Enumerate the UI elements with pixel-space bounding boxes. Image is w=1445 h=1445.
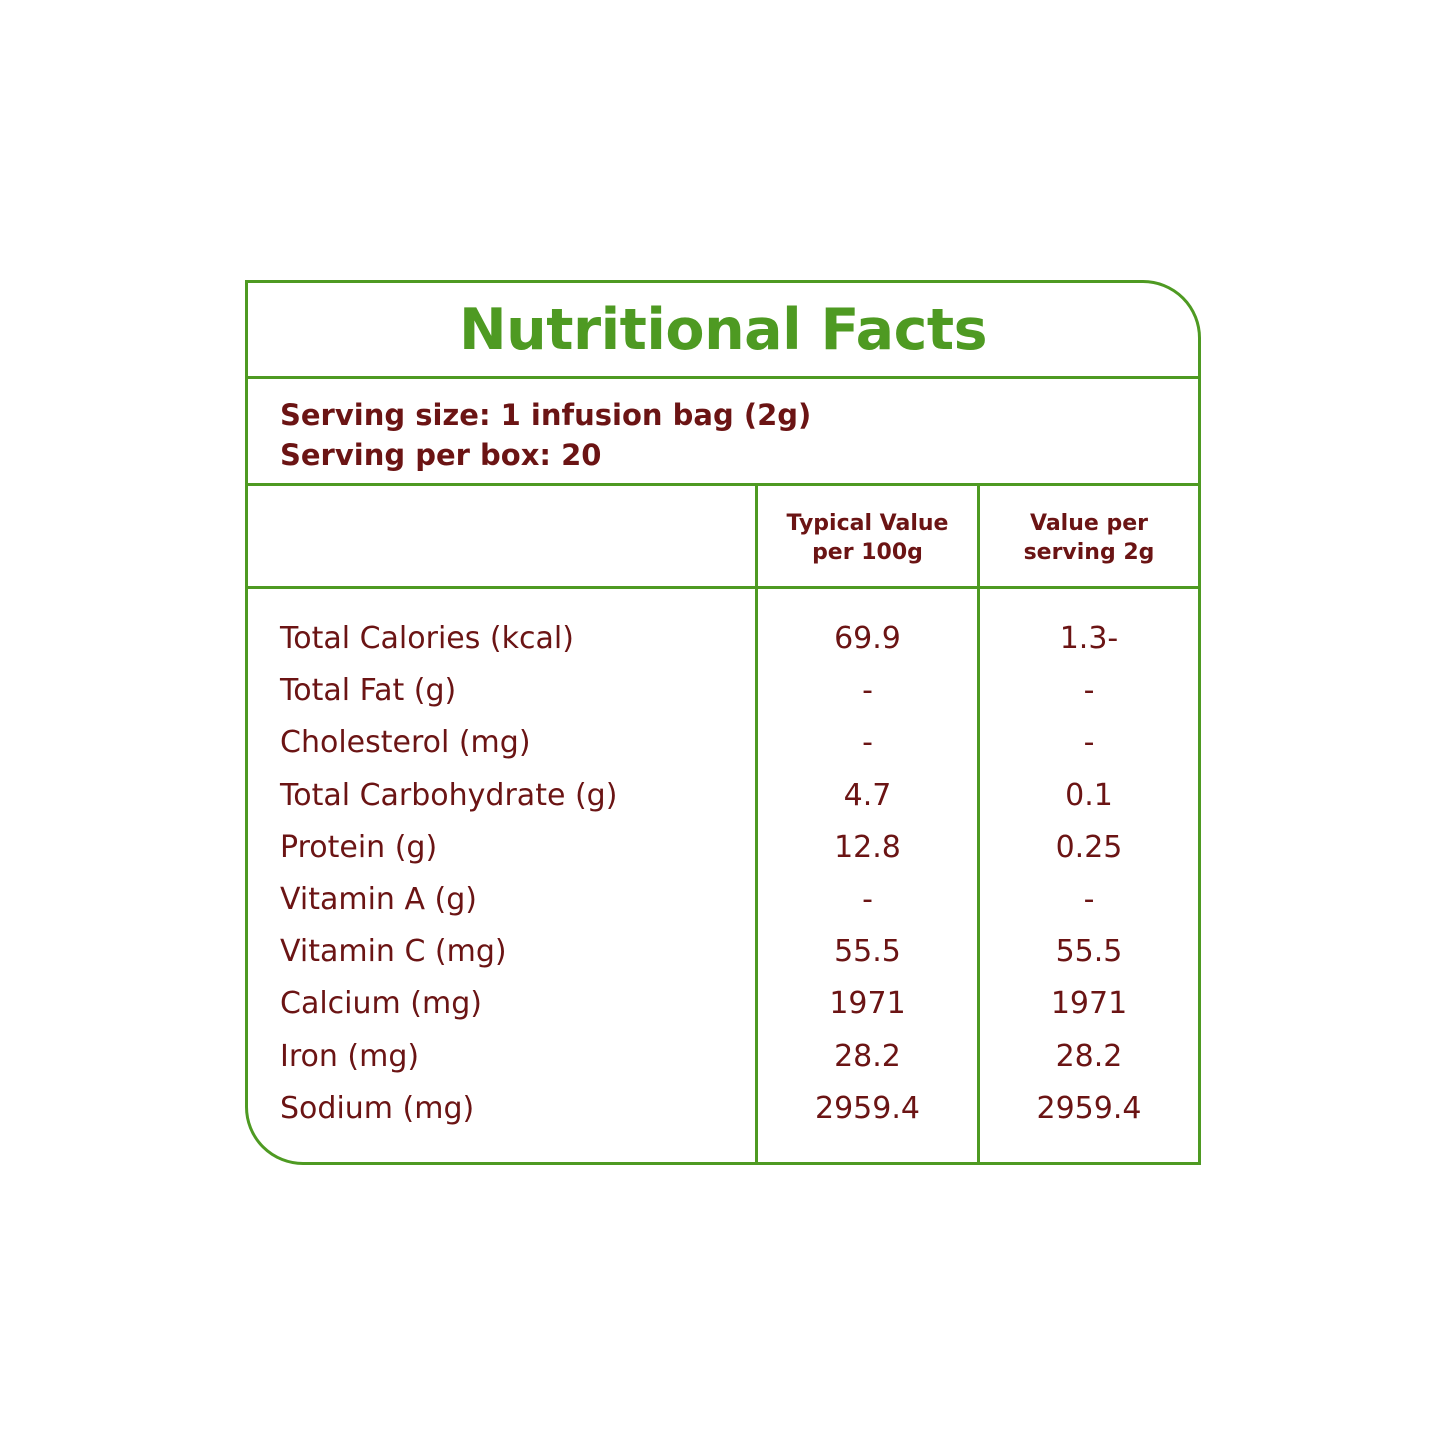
serving-per-box: Serving per box: 20 [280,438,602,472]
value-per-serving: 2959.4 [1036,1090,1142,1126]
nutrient-label: Calcium (mg) [280,986,482,1022]
table-row: Total Calories (kcal) 69.9 1.3- [248,613,1198,665]
value-per-100g: - [862,673,873,709]
table-row: Sodium (mg) 2959.4 2959.4 [248,1083,1198,1135]
column-header-per-serving-line2: serving 2g [1023,539,1155,565]
value-per-serving: 0.1 [1065,777,1113,813]
value-per-100g: 69.9 [834,621,901,656]
nutrient-label: Protein (g) [280,829,438,865]
nutrient-label: Total Carbohydrate (g) [280,777,618,813]
table-row: Calcium (mg) 1971 1971 [248,978,1198,1030]
nutrition-facts-panel: Nutritional Facts Serving size: 1 infusi… [245,280,1201,1165]
column-divider [755,486,758,1162]
panel-title: Nutritional Facts [248,283,1198,379]
value-per-serving: - [1083,673,1095,709]
value-per-serving: - [1083,881,1095,917]
value-per-serving: 28.2 [1055,1038,1123,1074]
nutrient-label: Sodium (mg) [280,1090,475,1126]
column-header-per-100g-line1: Typical Value [786,510,949,536]
nutrient-label: Iron (mg) [280,1038,420,1074]
table-row: Iron (mg) 28.2 28.2 [248,1031,1198,1083]
column-header-per-serving-line1: Value per [1030,510,1148,536]
nutrient-label: Vitamin C (mg) [280,934,507,970]
column-header-per-100g-line2: per 100g [812,539,923,565]
table-row: Total Fat (g) - - [248,665,1198,717]
value-per-serving: 0.25 [1055,829,1123,865]
column-header-per-serving: Value per serving 2g [980,489,1198,586]
serving-size: Serving size: 1 infusion bag (2g) [280,398,812,432]
value-per-serving: 55.5 [1055,934,1123,970]
table-row: Vitamin C (mg) 55.5 55.5 [248,926,1198,978]
value-per-serving: 1.3- [1059,621,1119,656]
table-row: Total Carbohydrate (g) 4.7 0.1 [248,770,1198,822]
value-per-100g: 4.7 [843,777,892,813]
nutrient-label: Total Fat (g) [280,673,457,709]
value-per-100g: - [862,881,873,917]
nutrient-label: Total Calories (kcal) [280,621,574,656]
value-per-100g: 2959.4 [815,1090,920,1126]
value-per-serving: - [1083,725,1095,761]
column-header-row [248,489,1198,589]
value-per-serving: 1971 [1050,986,1128,1022]
nutrient-label: Cholesterol (mg) [280,725,531,761]
table-row: Vitamin A (g) - - [248,874,1198,926]
value-per-100g: 1971 [829,986,906,1022]
column-divider [977,486,980,1162]
table-row: Cholesterol (mg) - - [248,717,1198,769]
value-per-100g: 12.8 [834,829,901,865]
table-row: Protein (g) 12.8 0.25 [248,822,1198,874]
nutrient-rows: Total Calories (kcal) 69.9 1.3- Total Fa… [248,613,1198,1135]
nutrient-label: Vitamin A (g) [280,881,477,917]
column-header-per-100g: Typical Value per 100g [758,489,977,586]
serving-info: Serving size: 1 infusion bag (2g) Servin… [248,379,1198,486]
value-per-100g: 55.5 [834,934,901,970]
value-per-100g: - [862,725,873,761]
value-per-100g: 28.2 [834,1038,901,1074]
